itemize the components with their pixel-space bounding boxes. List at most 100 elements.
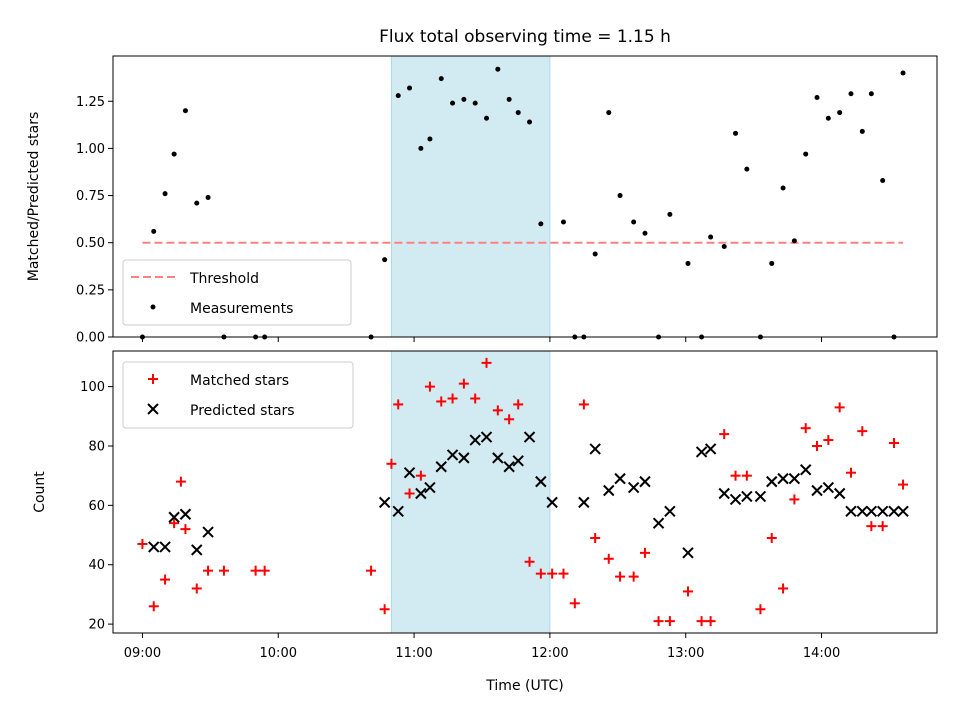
matched-point xyxy=(137,538,148,549)
y-tick-label: 80 xyxy=(88,439,105,454)
cross-b xyxy=(480,431,493,443)
predicted-point xyxy=(876,505,889,518)
matched-point xyxy=(664,616,675,627)
measurement-point xyxy=(642,230,648,236)
bottom-legend: Matched stars Predicted stars xyxy=(122,361,354,429)
cross-b xyxy=(777,472,789,485)
predicted-point xyxy=(695,446,708,458)
x-tick-label: 11:00 xyxy=(395,646,432,661)
predicted-point xyxy=(415,487,427,500)
x-tick-label: 09:00 xyxy=(124,646,161,661)
matched-point xyxy=(524,556,535,567)
top-y-axis-label: Matched/Predicted stars xyxy=(26,112,42,282)
cross-b xyxy=(415,487,427,500)
measurement-point xyxy=(427,136,433,142)
predicted-point xyxy=(754,490,767,503)
matched-point xyxy=(741,470,752,481)
matched-point xyxy=(481,357,492,368)
predicted-point xyxy=(788,472,801,485)
predicted-point xyxy=(179,508,192,520)
matched-point xyxy=(379,604,390,615)
matched-point xyxy=(504,414,515,425)
measurement-point xyxy=(708,234,714,240)
predicted-point xyxy=(159,541,171,553)
matched-point xyxy=(160,574,171,585)
predicted-point xyxy=(480,431,493,443)
measurement-point xyxy=(418,145,424,151)
measurement-point xyxy=(667,211,673,217)
matched-point xyxy=(590,533,601,544)
matched-point xyxy=(628,571,639,582)
matched-point xyxy=(191,583,202,594)
cross-b xyxy=(865,505,878,518)
measurement-point xyxy=(472,100,478,106)
cross-b xyxy=(148,541,160,553)
measurement-point xyxy=(848,91,854,97)
cross-b xyxy=(535,475,547,488)
legend-measurements-label: Measurements xyxy=(190,301,293,317)
matched-point xyxy=(404,488,415,499)
cross-b xyxy=(833,487,846,500)
bottom-x-axis: 09:00 10:00 11:00 12:00 13:00 14:00 xyxy=(124,633,840,661)
bottom-y-axis: 20 40 60 80 100 xyxy=(80,380,113,633)
cross-b xyxy=(378,496,391,509)
cross-b xyxy=(403,466,416,479)
matched-point xyxy=(705,616,716,627)
measurement-point xyxy=(171,151,177,157)
matched-point xyxy=(415,470,426,481)
measurement-point xyxy=(900,70,906,76)
cross-b xyxy=(876,505,889,518)
predicted-point xyxy=(627,481,640,494)
matched-point xyxy=(578,399,589,410)
matched-point xyxy=(823,435,834,446)
bottom-legend-box xyxy=(122,361,354,429)
legend-threshold-label: Threshold xyxy=(189,271,259,287)
matched-point xyxy=(386,458,397,469)
matched-point xyxy=(812,440,823,451)
chart-title: Flux total observing time = 1.15 h xyxy=(379,27,671,47)
predicted-point xyxy=(469,434,481,446)
predicted-point xyxy=(777,472,789,485)
matched-point xyxy=(888,438,899,449)
cross-b xyxy=(856,505,869,518)
predicted-point xyxy=(822,481,835,494)
predicted-point xyxy=(378,496,391,509)
predicted-point xyxy=(578,496,590,509)
y-tick-label: 40 xyxy=(88,558,105,573)
predicted-point xyxy=(435,461,447,473)
cross-b xyxy=(424,481,436,494)
measurement-point xyxy=(803,151,809,157)
measurement-point xyxy=(733,130,739,136)
predicted-point xyxy=(202,526,214,538)
measurement-point xyxy=(205,194,211,200)
predicted-point xyxy=(523,431,536,443)
cross-b xyxy=(191,544,203,556)
matched-point xyxy=(436,396,447,407)
predicted-point xyxy=(865,505,878,518)
y-tick-label: 1.25 xyxy=(76,95,105,110)
legend-cross-glyph xyxy=(147,403,159,415)
legend-measurements-swatch xyxy=(150,304,156,310)
measurement-point xyxy=(461,96,467,102)
measurement-point xyxy=(515,110,521,116)
predicted-point xyxy=(446,449,459,461)
matched-point xyxy=(447,393,458,404)
matched-point xyxy=(866,521,877,532)
cross-b xyxy=(202,526,214,538)
matched-point xyxy=(696,616,707,627)
cross-b xyxy=(741,490,753,503)
measurement-point xyxy=(407,85,413,91)
measurement-point xyxy=(438,76,444,82)
matched-point xyxy=(148,601,159,612)
x-tick-label: 13:00 xyxy=(667,646,704,661)
cross-b xyxy=(695,446,708,458)
y-tick-label: 0.50 xyxy=(76,236,105,251)
measurement-point xyxy=(538,221,544,227)
x-tick-label: 10:00 xyxy=(260,646,297,661)
bottom-highlight-span xyxy=(390,350,551,634)
measurement-point xyxy=(631,219,637,225)
measurement-point xyxy=(450,100,456,106)
top-y-axis: 0.00 0.25 0.50 0.75 1.00 1.25 xyxy=(76,95,113,346)
top-legend: Threshold Measurements xyxy=(122,259,352,326)
